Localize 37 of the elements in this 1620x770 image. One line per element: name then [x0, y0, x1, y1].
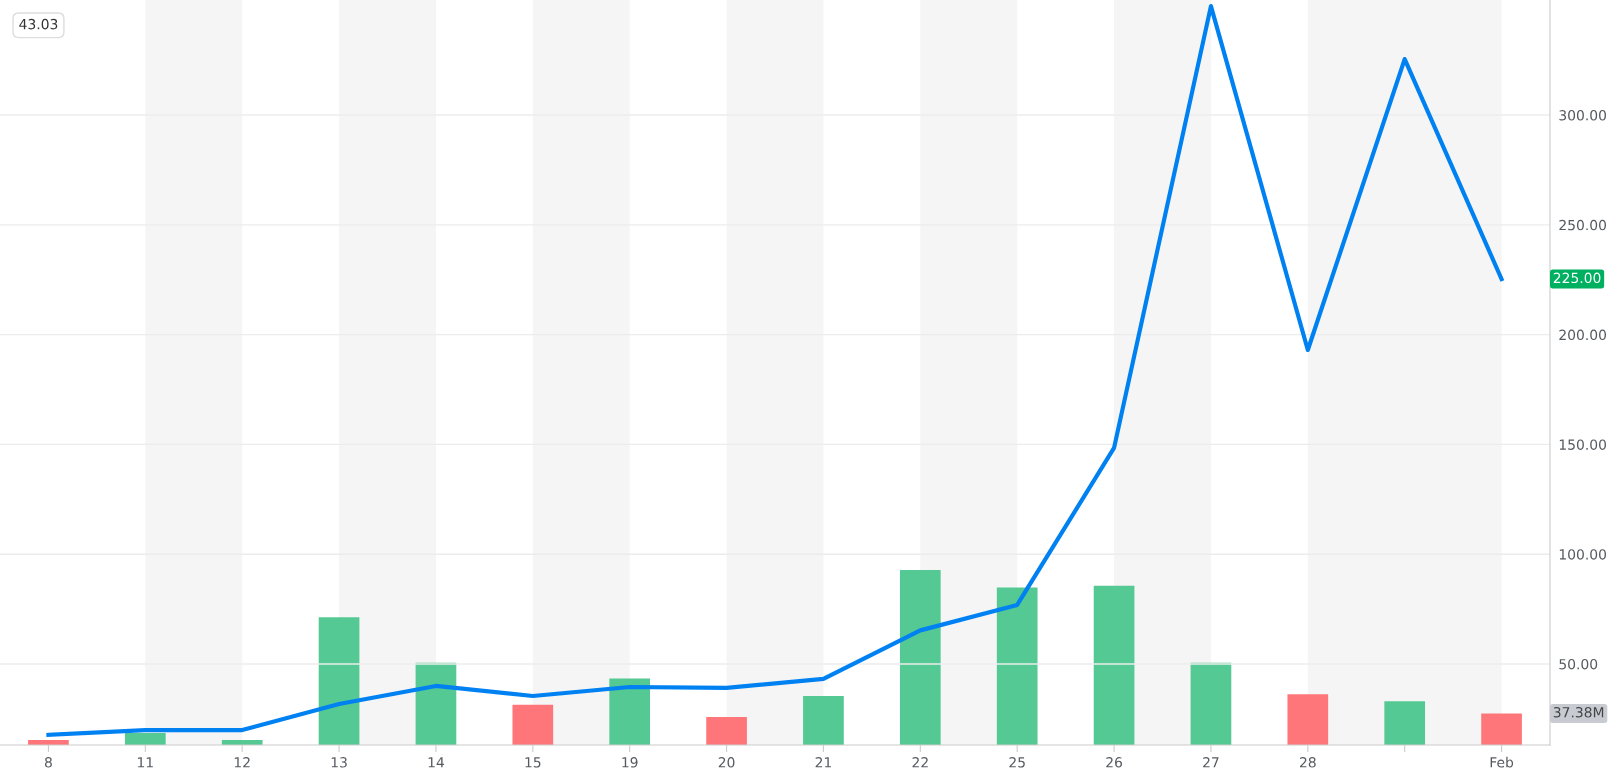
x-tick-label: 14 — [428, 757, 444, 768]
x-tick-label: 12 — [234, 757, 250, 768]
x-tick-label: 25 — [1009, 757, 1025, 768]
bar — [1190, 662, 1232, 745]
x-tick-label: 22 — [912, 757, 928, 768]
y-tick-label: 250.00 — [1559, 219, 1607, 231]
bar — [124, 732, 166, 745]
y-tick-label: 200.00 — [1559, 329, 1607, 341]
x-tick-label: 27 — [1203, 757, 1219, 768]
bar — [803, 695, 844, 745]
text: 37.38M — [1553, 707, 1604, 718]
bar — [1481, 713, 1522, 745]
y-tick-label: 300.00 — [1559, 110, 1607, 121]
bar — [1384, 701, 1426, 745]
bar — [512, 704, 554, 745]
x-tick-label: 11 — [138, 757, 153, 768]
y-tick-label: 150.00 — [1559, 439, 1607, 450]
x-tick-label: 26 — [1106, 757, 1123, 768]
bar — [318, 617, 360, 745]
x-tick-label: 19 — [622, 757, 638, 768]
x-tick-label: 28 — [1299, 757, 1316, 768]
y-tick-label: 100.00 — [1559, 549, 1607, 560]
x-tick-label: 8 — [44, 757, 52, 768]
bar — [899, 569, 941, 745]
y-tick-label: 50.00 — [1559, 658, 1598, 670]
bar — [996, 587, 1038, 745]
text: 225.00 — [1553, 272, 1601, 284]
annotation: 43.03 — [19, 18, 58, 30]
bar — [609, 678, 651, 745]
x-tick-label: 20 — [718, 757, 735, 768]
x-tick-label: 13 — [331, 757, 347, 768]
bar — [706, 716, 747, 745]
x-tick-label: Feb — [1490, 756, 1514, 768]
bar — [1093, 585, 1135, 745]
x-tick-label: 21 — [815, 757, 831, 768]
x-tick-label: 15 — [525, 757, 541, 768]
bar — [1287, 694, 1329, 745]
